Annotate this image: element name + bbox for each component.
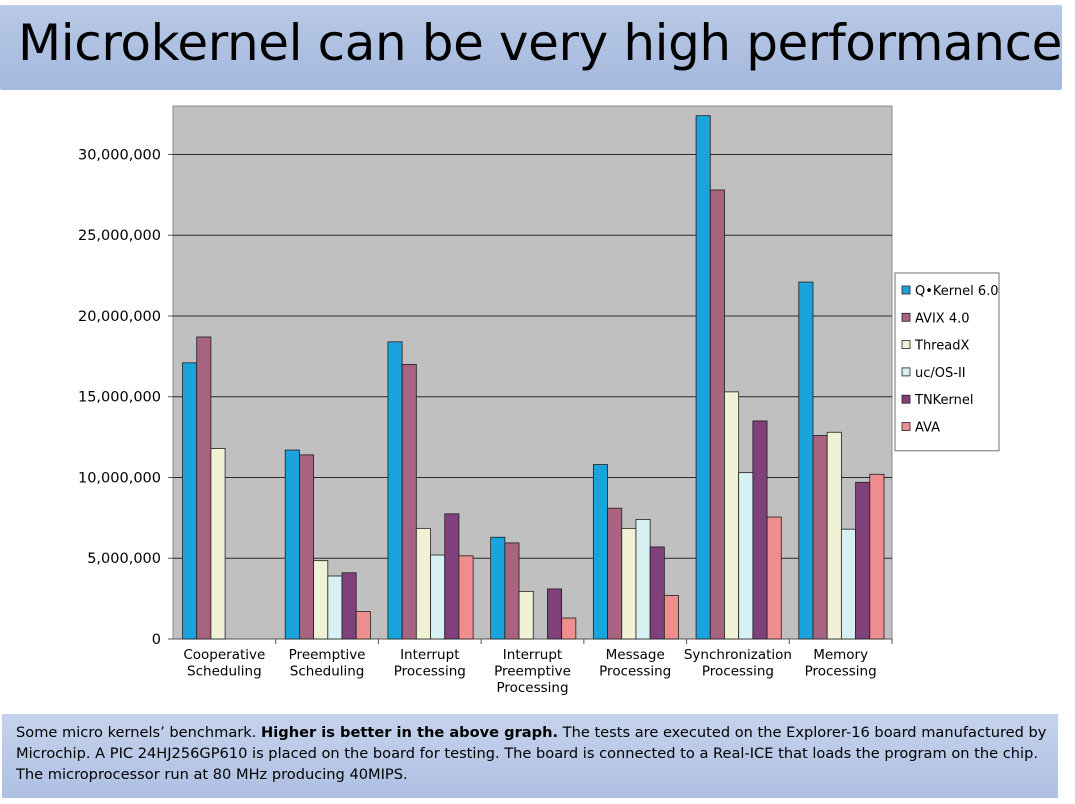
x-tick-label-line: Processing: [394, 664, 466, 680]
y-tick-label: 25,000,000: [78, 228, 161, 244]
y-tick-label: 0: [152, 632, 161, 648]
bar: [592, 464, 608, 640]
bar: [490, 536, 506, 640]
plot-area: [172, 105, 893, 640]
x-tick-label: Interrupt Processing: [394, 647, 466, 680]
bar: [635, 519, 651, 640]
bar: [840, 528, 856, 640]
bar: [561, 617, 577, 640]
bar: [695, 115, 711, 640]
bar: [210, 448, 226, 640]
x-tick-label: Message Processing: [599, 647, 671, 680]
x-tick-label-line: Memory: [813, 647, 868, 663]
bar: [444, 513, 460, 640]
benchmark-bar-chart: 0 5,000,000 10,000,000 15,000,000 20,000,000…: [78, 105, 1000, 696]
bar: [299, 454, 315, 640]
bar: [709, 189, 725, 640]
x-tick-label-line: Preemptive: [494, 664, 571, 680]
y-tick-label: 5,000,000: [87, 551, 161, 567]
y-tick-label: 10,000,000: [78, 470, 161, 486]
legend-label: uc/OS-II: [915, 366, 966, 381]
x-tick-label-line: Scheduling: [290, 664, 365, 680]
x-tick-label-line: Synchronization: [684, 647, 792, 663]
y-tick-label: 30,000,000: [78, 147, 161, 163]
bar: [738, 472, 754, 640]
bar: [355, 611, 371, 640]
bar: [182, 362, 198, 640]
legend-swatch: [901, 340, 911, 350]
legend-label: Q•Kernel 6.0: [915, 284, 999, 299]
x-tick-label: Interrupt Preemptive Processing: [494, 647, 571, 696]
bar: [313, 560, 329, 640]
y-tick-label: 15,000,000: [78, 390, 161, 406]
bar: [387, 341, 403, 640]
caption-text-intro: Some micro kernels’ benchmark.: [16, 724, 262, 741]
y-tick-label: 20,000,000: [78, 309, 161, 325]
caption-box: Some micro kernels’ benchmark. Higher is…: [2, 714, 1058, 798]
bar: [798, 281, 814, 640]
legend-label: TNKernel: [914, 393, 974, 408]
legend-swatch: [901, 422, 911, 431]
x-tick-label: Memory Processing: [805, 647, 877, 680]
x-tick-label-line: Processing: [599, 664, 671, 680]
bar: [518, 590, 534, 640]
bar: [724, 391, 740, 640]
x-tick-label: Cooperative Scheduling: [183, 647, 265, 680]
x-tick-label-line: Processing: [805, 664, 877, 680]
legend-swatch: [901, 394, 911, 404]
bar: [607, 507, 623, 640]
bar: [401, 364, 417, 640]
bar: [663, 594, 679, 640]
bar: [752, 420, 768, 640]
bar: [826, 431, 842, 640]
bar: [341, 572, 357, 640]
page-title: Microkernel can be very high performance: [18, 14, 1063, 72]
legend-swatch: [901, 312, 911, 322]
x-tick-label-line: Message: [606, 647, 665, 663]
legend-label: AVA: [915, 421, 940, 436]
bar: [649, 546, 665, 640]
legend-label: AVIX 4.0: [915, 311, 970, 326]
bar: [458, 555, 474, 640]
x-tick-label-line: Processing: [496, 680, 568, 696]
x-tick-label-line: Interrupt: [503, 647, 562, 663]
bar: [621, 527, 637, 640]
caption-text-bold: Higher is better in the above graph.: [261, 724, 559, 741]
legend-label: ThreadX: [914, 339, 969, 354]
x-tick-label-line: Scheduling: [187, 664, 262, 680]
legend-swatch: [901, 285, 911, 295]
x-tick-label-line: Preemptive: [289, 647, 366, 663]
title-bar: Microkernel can be very high performance: [0, 5, 1062, 90]
legend-swatch: [901, 367, 911, 377]
bar: [196, 336, 212, 640]
x-tick-label: Synchronization Processing: [684, 647, 792, 680]
bar: [547, 588, 563, 640]
bar: [327, 575, 343, 640]
x-tick-label-line: Interrupt: [400, 647, 459, 663]
x-tick-label-line: Cooperative: [183, 647, 265, 663]
bar: [415, 527, 431, 640]
bar: [812, 435, 828, 640]
bar: [855, 481, 871, 640]
bar: [869, 473, 885, 640]
x-tick-label: Preemptive Scheduling: [289, 647, 366, 680]
caption-text-details: The tests are executed on the Explorer-1…: [16, 724, 1047, 783]
bar: [430, 554, 446, 640]
bar: [284, 449, 300, 640]
legend: [894, 272, 1000, 452]
x-tick-label-line: Processing: [702, 664, 774, 680]
bar: [766, 516, 782, 640]
bar: [504, 542, 520, 640]
